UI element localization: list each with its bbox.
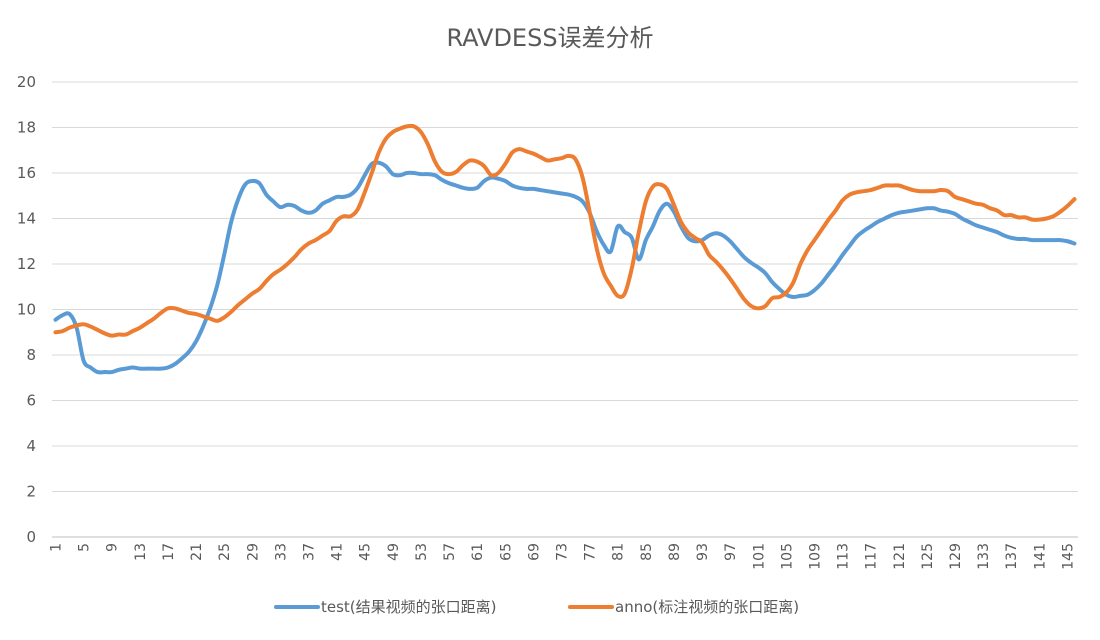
x-tick-label: 17 [161, 543, 177, 561]
x-tick-label: 9 [105, 543, 121, 552]
x-tick-label: 121 [892, 543, 908, 570]
x-tick-label: 145 [1060, 543, 1076, 570]
y-tick-label: 16 [17, 164, 36, 182]
y-axis-ticks: 0 2 4 6 8 10 12 14 16 18 20 [17, 73, 36, 546]
x-tick-label: 97 [723, 543, 739, 561]
x-tick-label: 25 [217, 543, 233, 561]
y-tick-label: 4 [26, 437, 36, 455]
x-axis-ticks: 1 5 9 13 17 21 25 29 33 37 41 45 49 53 57 61 65 69 73 77 81 8… [49, 543, 1077, 570]
x-tick-label: 77 [583, 543, 599, 561]
x-tick-label: 37 [302, 543, 318, 561]
x-tick-label: 85 [639, 543, 655, 561]
x-tick-label: 49 [386, 543, 402, 561]
y-tick-label: 6 [26, 392, 36, 410]
x-tick-label: 81 [611, 543, 627, 561]
x-tick-label: 129 [948, 543, 964, 570]
x-tick-label: 113 [836, 543, 852, 570]
x-tick-label: 89 [667, 543, 683, 561]
x-tick-label: 61 [470, 543, 486, 561]
x-tick-label: 109 [807, 543, 823, 570]
chart-title: RAVDESS误差分析 [446, 24, 653, 52]
x-tick-label: 69 [526, 543, 542, 561]
x-tick-label: 57 [442, 543, 458, 561]
x-tick-label: 93 [695, 543, 711, 561]
x-tick-label: 41 [330, 543, 346, 561]
x-tick-label: 29 [245, 543, 261, 561]
y-tick-label: 8 [26, 346, 36, 364]
x-tick-label: 45 [358, 543, 374, 561]
x-tick-label: 21 [189, 543, 205, 561]
x-tick-label: 141 [1032, 543, 1048, 570]
x-tick-label: 125 [920, 543, 936, 570]
x-tick-label: 101 [751, 543, 767, 570]
y-tick-label: 2 [26, 483, 36, 501]
y-tick-label: 18 [17, 119, 36, 137]
legend-label: test(结果视频的张口距离) [321, 598, 497, 616]
x-tick-label: 105 [779, 543, 795, 570]
y-tick-label: 10 [17, 301, 36, 319]
series-lines [53, 123, 1077, 375]
x-tick-label: 133 [976, 543, 992, 570]
x-tick-label: 1 [49, 543, 65, 552]
x-tick-label: 65 [498, 543, 514, 561]
x-tick-label: 73 [554, 543, 570, 561]
x-tick-label: 53 [414, 543, 430, 561]
legend: test(结果视频的张口距离) anno(标注视频的张口距离) [274, 598, 799, 616]
series-line-anno [53, 123, 1077, 338]
x-tick-label: 13 [133, 543, 149, 561]
x-tick-label: 117 [864, 543, 880, 570]
x-tick-label: 5 [77, 543, 93, 552]
y-tick-label: 12 [17, 255, 36, 273]
x-tick-label: 137 [1004, 543, 1020, 570]
series-line-test [53, 160, 1077, 375]
legend-label: anno(标注视频的张口距离) [615, 598, 799, 616]
x-tick-label: 33 [273, 543, 289, 561]
gridlines [52, 81, 1078, 538]
y-tick-label: 20 [17, 73, 36, 91]
y-tick-label: 0 [26, 528, 36, 546]
y-tick-label: 14 [17, 210, 36, 228]
